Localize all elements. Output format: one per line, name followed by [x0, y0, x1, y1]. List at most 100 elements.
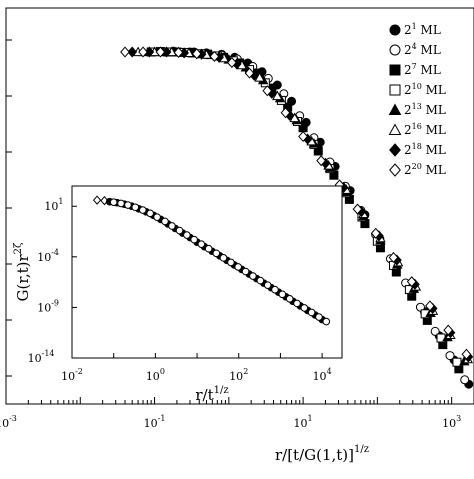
main-data-point	[460, 375, 470, 385]
legend-label: 210 ML	[404, 82, 446, 97]
main-axes-frame	[5, 7, 474, 405]
legend-bg	[384, 160, 470, 179]
legend-bg	[384, 60, 470, 79]
inset-data-point	[263, 281, 272, 289]
legend-marker	[389, 163, 401, 177]
legend-bg	[384, 20, 470, 39]
main-data-point	[430, 326, 440, 336]
inset-y-tick-label: 101	[44, 197, 63, 213]
main-data-point	[461, 348, 472, 360]
inset-data-point	[256, 276, 265, 285]
legend-marker	[389, 143, 401, 157]
main-data-point	[445, 351, 455, 361]
inset-data-point	[161, 217, 169, 226]
inset-x-tick-label: 102	[229, 367, 248, 383]
main-data-point	[155, 46, 166, 58]
inset-axes-frame	[71, 185, 343, 359]
legend-marker	[389, 84, 401, 96]
inset-data-point	[92, 195, 102, 205]
inset-data-point	[131, 203, 140, 212]
legend: 21 ML 24 ML 27 ML 210 ML 213 ML 216 ML 218 ML 2…	[384, 20, 470, 179]
main-data-point	[209, 50, 220, 62]
inset-data-point	[117, 199, 125, 208]
inset-data-point	[168, 222, 176, 230]
inset-data-point	[227, 258, 235, 267]
inset-x-axis-title: r/t1/z	[195, 385, 228, 404]
main-data-point	[262, 85, 273, 97]
inset-x-tick-label: 104	[313, 367, 332, 383]
main-data-point	[120, 46, 130, 58]
inset-x-tick-label: 10-2	[61, 367, 83, 383]
inset-data-point	[315, 313, 323, 321]
legend-bg	[384, 100, 470, 119]
main-x-tick-label: 10-1	[144, 414, 166, 430]
main-data-point	[244, 67, 255, 79]
legend-marker	[389, 24, 401, 36]
main-data-point	[272, 90, 283, 101]
inset-data-point	[124, 201, 132, 209]
inset-data-point	[146, 209, 154, 218]
legend-label: 213 ML	[404, 102, 446, 117]
legend-bg	[384, 80, 470, 99]
main-data-point	[443, 324, 454, 336]
legend-label: 218 ML	[404, 142, 446, 157]
main-x-tick-label: 101	[294, 414, 313, 430]
main-data-point	[406, 276, 417, 288]
inset-y-tick-label: 10-4	[37, 248, 59, 264]
legend-bg	[384, 40, 470, 59]
main-data-point	[370, 227, 381, 239]
main-data-point	[138, 46, 148, 58]
inset-x-tick-label: 100	[146, 367, 165, 383]
main-data-point	[388, 251, 399, 264]
inset-data-point	[234, 263, 242, 271]
inset-data-point	[212, 249, 221, 258]
inset-data-point	[109, 198, 118, 206]
inset-data-point	[241, 267, 250, 276]
legend-label: 21 ML	[404, 22, 441, 37]
inset-data-point	[204, 244, 213, 253]
legend-marker	[388, 103, 402, 115]
inset-y-axis-title: G(r,t)r2ζ	[13, 242, 32, 302]
inset-data-point	[271, 285, 279, 294]
main-series-7	[120, 46, 472, 360]
inset-data-point	[249, 272, 257, 280]
inset-data-point	[307, 308, 316, 317]
inset-data-point	[190, 235, 198, 244]
legend-marker	[389, 64, 401, 76]
inset-data-point	[300, 304, 309, 312]
main-data-point	[415, 302, 425, 312]
main-data-point	[298, 130, 308, 143]
inset-data-point	[153, 213, 161, 221]
legend-marker	[388, 123, 402, 135]
main-data-point	[127, 46, 138, 58]
inset-data-point	[278, 290, 287, 299]
legend-label: 220 ML	[404, 162, 446, 177]
inset-data-point	[219, 254, 228, 262]
main-x-axis-title: r/[t/G(1,t)]1/z	[275, 444, 369, 464]
legend-label: 24 ML	[404, 42, 441, 57]
main-data-point	[352, 203, 363, 215]
inset-data-point	[293, 299, 301, 308]
inset-data-point	[285, 295, 294, 303]
main-x-tick-label: 103	[442, 414, 461, 430]
inset-series-2	[109, 198, 331, 326]
main-data-point	[316, 155, 327, 167]
main-data-point	[173, 46, 184, 58]
inset-y-tick-label: 10-14	[28, 349, 55, 365]
main-data-point	[191, 48, 202, 60]
main-x-tick-label: 10-3	[0, 414, 17, 430]
main-data-point	[227, 57, 237, 69]
main-series-6	[127, 46, 474, 363]
legend-marker	[389, 44, 401, 56]
inset-data-point	[322, 317, 331, 326]
legend-bg	[384, 140, 470, 159]
inset-y-tick-label: 10-9	[37, 298, 59, 314]
inset-data-point	[175, 226, 184, 235]
main-data-point	[280, 107, 291, 119]
legend-label: 27 ML	[404, 62, 441, 77]
legend-bg	[384, 120, 470, 139]
legend-label: 216 ML	[404, 122, 446, 137]
